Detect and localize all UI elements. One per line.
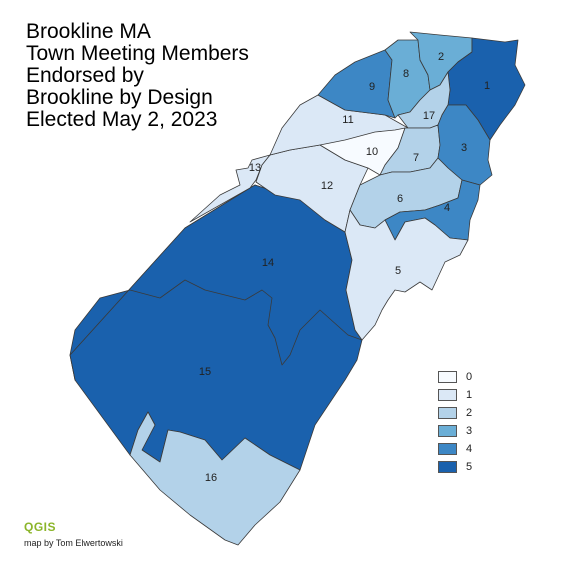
- precinct-13: [189, 154, 271, 223]
- legend-label: 4: [466, 443, 473, 455]
- title-line: Elected May 2, 2023: [26, 108, 218, 131]
- precinct-label: 6: [397, 193, 403, 205]
- precinct-label: 3: [461, 142, 467, 154]
- legend-swatch: [438, 425, 457, 437]
- legend-swatch: [438, 371, 457, 383]
- precinct-label: 4: [444, 202, 450, 214]
- legend-label: 0: [466, 371, 473, 383]
- precinct-label: 13: [249, 162, 261, 174]
- legend-label: 5: [466, 461, 473, 473]
- qgis-logo: QGIS: [24, 520, 57, 534]
- precinct-label: 7: [413, 152, 419, 164]
- legend-label: 1: [466, 389, 473, 401]
- legend-swatch: [438, 461, 457, 473]
- legend-swatch: [438, 407, 457, 419]
- precinct-label: 12: [321, 180, 333, 192]
- title-line: Brookline by Design: [26, 86, 213, 109]
- precinct-label: 11: [342, 114, 353, 126]
- title-line: Town Meeting Members: [26, 42, 249, 65]
- legend-item: 1: [438, 386, 472, 404]
- legend-label: 3: [466, 425, 473, 437]
- map-credit: map by Tom Elwertowski: [24, 538, 123, 548]
- precinct-label: 14: [262, 257, 274, 269]
- precinct-16: [129, 411, 301, 546]
- precinct-label: 2: [438, 51, 444, 63]
- precinct-label: 9: [369, 81, 375, 93]
- title-line: Brookline MA: [26, 20, 151, 43]
- map-title: Brookline MA Town Meeting Members Endors…: [26, 21, 249, 131]
- legend-swatch: [438, 443, 457, 455]
- precinct-label: 15: [199, 366, 211, 378]
- precinct-label: 17: [423, 110, 435, 122]
- precinct-label: 8: [403, 68, 409, 80]
- precinct-label: 10: [366, 146, 378, 158]
- precinct-label: 5: [395, 265, 401, 277]
- precinct-5: [344, 209, 469, 341]
- legend-label: 2: [466, 407, 473, 419]
- legend: 0 1 2 3 4 5: [438, 368, 472, 476]
- legend-item: 4: [438, 440, 472, 458]
- precinct-label: 1: [484, 80, 490, 92]
- legend-swatch: [438, 389, 457, 401]
- legend-item: 2: [438, 404, 472, 422]
- title-line: Endorsed by: [26, 64, 144, 87]
- legend-item: 5: [438, 458, 472, 476]
- precinct-label: 16: [205, 472, 217, 484]
- legend-item: 0: [438, 368, 472, 386]
- legend-item: 3: [438, 422, 472, 440]
